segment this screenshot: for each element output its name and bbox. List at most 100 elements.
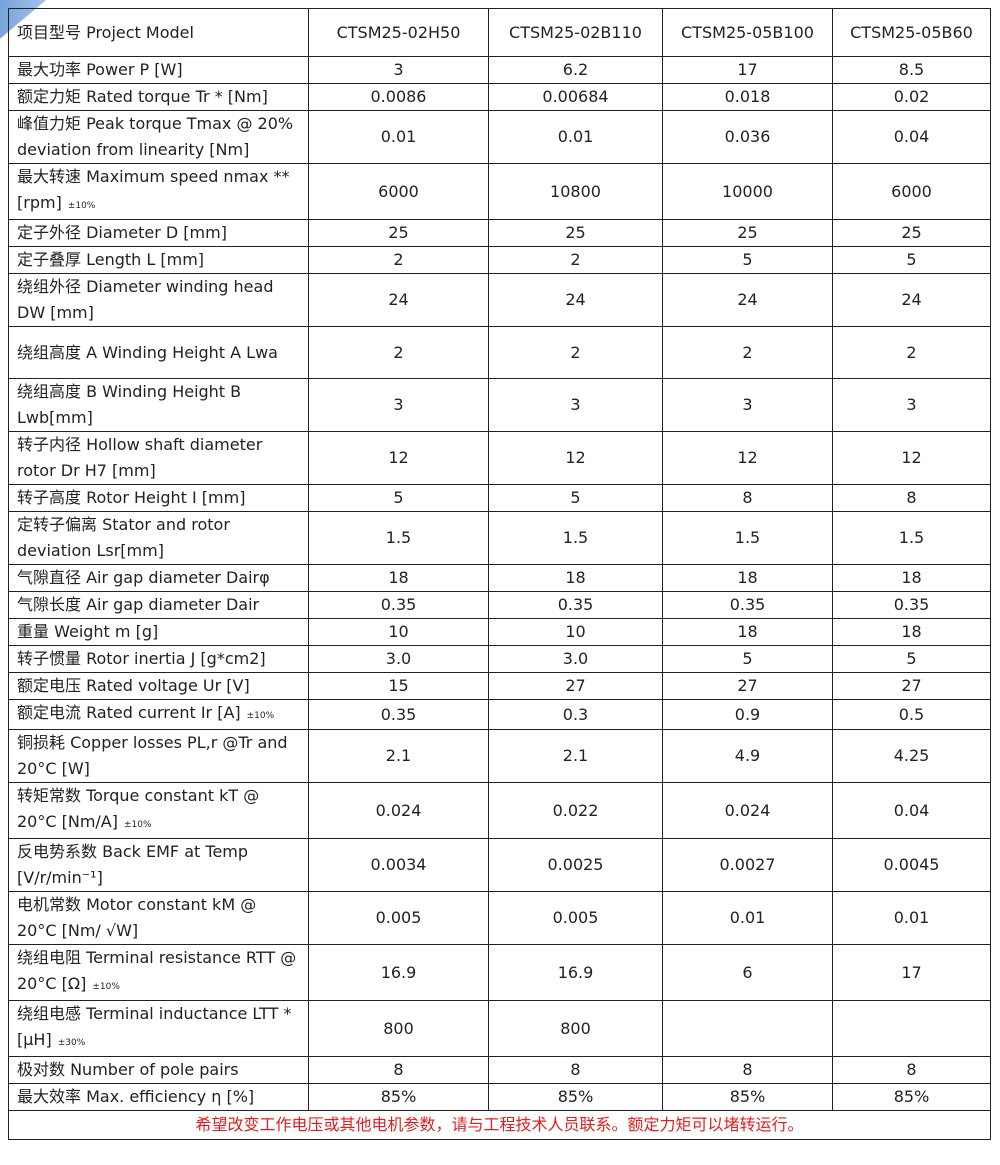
cell-value: 15	[308, 672, 489, 700]
model-header: CTSM25-05B100	[662, 8, 833, 57]
cell-value: 24	[662, 273, 833, 327]
row-label: 气隙长度 Air gap diameter Dair	[8, 591, 309, 619]
cell-value: 85%	[308, 1083, 489, 1111]
cell-value: 85%	[488, 1083, 663, 1111]
tolerance: ±10%	[124, 820, 152, 830]
cell-value: 8	[832, 1056, 991, 1084]
cell-value: 27	[488, 672, 663, 700]
cell-value: 12	[308, 431, 489, 485]
table-row: 定子外径 Diameter D [mm] 25 25 25 25	[8, 219, 991, 247]
row-label-text: 气隙直径 Air gap diameter Dairφ	[17, 568, 270, 587]
cell-value: 0.04	[832, 110, 991, 164]
row-label-text: 绕组外径 Diameter winding head DW [mm]	[17, 277, 274, 322]
cell-value: 0.9	[662, 699, 833, 730]
cell-value: 0.35	[488, 591, 663, 619]
cell-value: 5	[662, 645, 833, 673]
table-row: 最大功率 Power P [W] 3 6.2 17 8.5	[8, 56, 991, 84]
table-row: 绕组电感 Terminal inductance LTT * [μH] ±30% 8…	[8, 1000, 991, 1057]
cell-value: 25	[488, 219, 663, 247]
table-row: 转子内径 Hollow shaft diameter rotor Dr H7 […	[8, 431, 991, 485]
cell-value: 2.1	[488, 729, 663, 783]
row-label: 额定电流 Rated current Ir [A] ±10%	[8, 699, 309, 730]
cell-value: 0.036	[662, 110, 833, 164]
cell-value: 25	[662, 219, 833, 247]
cell-value: 2	[488, 246, 663, 274]
cell-value: 17	[832, 944, 991, 1001]
cell-value: 3.0	[308, 645, 489, 673]
row-label: 定子叠厚 Length L [mm]	[8, 246, 309, 274]
table-row: 绕组外径 Diameter winding head DW [mm] 24 24 24…	[8, 273, 991, 327]
cell-value: 8	[488, 1056, 663, 1084]
row-label-text: 转子内径 Hollow shaft diameter rotor Dr H7 […	[17, 435, 263, 480]
tolerance: ±30%	[57, 1038, 86, 1048]
cell-value: 18	[832, 618, 991, 646]
table-row: 重量 Weight m [g] 10 10 18 18	[8, 618, 991, 646]
table-row: 定转子偏离 Stator and rotor deviation Lsr[mm]…	[8, 511, 991, 565]
table-row: 气隙长度 Air gap diameter Dair 0.35 0.35 0.35 0.…	[8, 591, 991, 619]
cell-value: 18	[488, 564, 663, 592]
model-header: CTSM25-02H50	[308, 8, 489, 57]
cell-value: 0.5	[832, 699, 991, 730]
row-label-text: 铜损耗 Copper losses PL,r @Tr and 20°C [W]	[17, 733, 288, 778]
row-label: 最大效率 Max. efficiency η [%]	[8, 1083, 309, 1111]
table-row: 最大转速 Maximum speed nmax ** [rpm] ±10% 6000…	[8, 163, 991, 220]
table-row: 绕组高度 B Winding Height B Lwb[mm] 3 3 3 3	[8, 378, 991, 432]
cell-value: 0.024	[308, 782, 489, 839]
table-row: 额定力矩 Rated torque Tr * [Nm] 0.0086 0.00684…	[8, 83, 991, 111]
row-label: 重量 Weight m [g]	[8, 618, 309, 646]
table-row: 定子叠厚 Length L [mm] 2 2 5 5	[8, 246, 991, 274]
row-label-text: 转子高度 Rotor Height I [mm]	[17, 488, 246, 507]
table-row: 额定电流 Rated current Ir [A] ±10% 0.35 0.3 0.9 0…	[8, 699, 991, 730]
table-row: 峰值力矩 Peak torque Tmax @ 20% deviation fr…	[8, 110, 991, 164]
cell-value: 5	[832, 246, 991, 274]
cell-value: 24	[488, 273, 663, 327]
cell-value	[832, 1000, 991, 1057]
cell-value: 10	[308, 618, 489, 646]
cell-value: 0.3	[488, 699, 663, 730]
cell-value: 6.2	[488, 56, 663, 84]
cell-value: 5	[662, 246, 833, 274]
tolerance: ±10%	[92, 982, 120, 992]
cell-value: 3	[832, 378, 991, 432]
cell-value: 0.01	[488, 110, 663, 164]
cell-value: 8	[662, 484, 833, 512]
cell-value: 4.9	[662, 729, 833, 783]
row-label-text: 额定力矩 Rated torque Tr * [Nm]	[17, 87, 268, 106]
cell-value: 27	[832, 672, 991, 700]
row-label-text: 极对数 Number of pole pairs	[17, 1060, 239, 1079]
row-label-text: 气隙长度 Air gap diameter Dair	[17, 595, 260, 614]
cell-value: 800	[308, 1000, 489, 1057]
cell-value: 8.5	[832, 56, 991, 84]
row-label: 最大功率 Power P [W]	[8, 56, 309, 84]
cell-value: 24	[308, 273, 489, 327]
row-label-text: 最大效率 Max. efficiency η [%]	[17, 1087, 255, 1106]
table-row: 铜损耗 Copper losses PL,r @Tr and 20°C [W] 2…	[8, 729, 991, 783]
model-header: CTSM25-02B110	[488, 8, 663, 57]
cell-value: 800	[488, 1000, 663, 1057]
row-label: 绕组高度 A Winding Height A Lwa	[8, 326, 309, 379]
row-label: 绕组电阻 Terminal resistance RTT @ 20°C [Ω] ±…	[8, 944, 309, 1001]
row-label: 转子内径 Hollow shaft diameter rotor Dr H7 […	[8, 431, 309, 485]
cell-value: 0.35	[308, 699, 489, 730]
row-label: 转矩常数 Torque constant kT @ 20°C [Nm/A] ±10…	[8, 782, 309, 839]
table-row: 转子高度 Rotor Height I [mm] 5 5 8 8	[8, 484, 991, 512]
row-label-text: 转矩常数 Torque constant kT @ 20°C [Nm/A]	[17, 786, 260, 831]
row-label-text: 绕组高度 A Winding Height A Lwa	[17, 342, 278, 362]
cell-value: 3	[308, 378, 489, 432]
footer-row: 希望改变工作电压或其他电机参数，请与工程技术人员联系。额定力矩可以堵转运行。	[8, 1110, 991, 1140]
cell-value: 1.5	[832, 511, 991, 565]
cell-value: 25	[832, 219, 991, 247]
table-row: 极对数 Number of pole pairs 8 8 8 8	[8, 1056, 991, 1084]
table-row: 转子惯量 Rotor inertia J [g*cm2] 3.0 3.0 5 5	[8, 645, 991, 673]
cell-value: 5	[308, 484, 489, 512]
cell-value: 0.01	[832, 891, 991, 945]
cell-value: 0.022	[488, 782, 663, 839]
cell-value: 6000	[832, 163, 991, 220]
cell-value: 27	[662, 672, 833, 700]
row-label: 反电势系数 Back EMF at Temp [V/r/min⁻¹]	[8, 838, 309, 892]
cell-value: 8	[662, 1056, 833, 1084]
row-label-text: 定子叠厚 Length L [mm]	[17, 250, 205, 269]
row-label: 绕组电感 Terminal inductance LTT * [μH] ±30%	[8, 1000, 309, 1057]
table-row: 反电势系数 Back EMF at Temp [V/r/min⁻¹] 0.0034…	[8, 838, 991, 892]
row-label: 定转子偏离 Stator and rotor deviation Lsr[mm]	[8, 511, 309, 565]
